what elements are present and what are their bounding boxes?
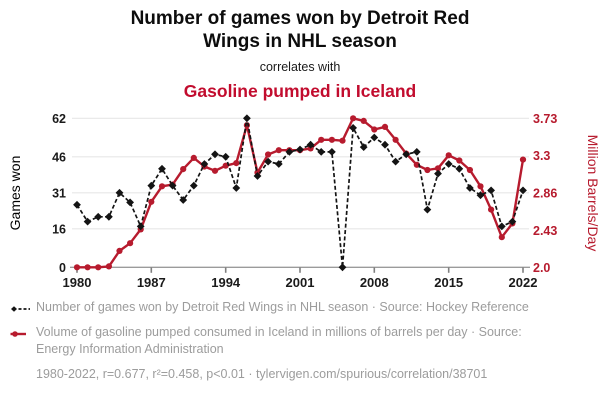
svg-text:2.43: 2.43	[533, 224, 557, 238]
red-solid-line-icon	[10, 327, 30, 337]
svg-text:0: 0	[59, 261, 66, 275]
svg-text:1994: 1994	[211, 275, 241, 290]
svg-text:3.3: 3.3	[533, 149, 550, 163]
legend-label-gasoline: Volume of gasoline pumped consumed in Ic…	[36, 325, 522, 356]
svg-text:46: 46	[52, 150, 66, 164]
svg-text:2001: 2001	[286, 275, 315, 290]
svg-text:Games won: Games won	[7, 156, 23, 231]
title-block: Number of games won by Detroit Red Wings…	[0, 7, 600, 102]
svg-text:3.73: 3.73	[533, 112, 557, 126]
svg-text:1980: 1980	[63, 275, 92, 290]
legend-item-games-won: Number of games won by Detroit Red Wings…	[10, 299, 570, 316]
svg-text:2.0: 2.0	[533, 261, 550, 275]
legend-item-gasoline: Volume of gasoline pumped consumed in Ic…	[10, 324, 570, 358]
svg-text:62: 62	[52, 112, 66, 126]
stats-footer: 1980-2022, r=0.677, r²=0.458, p<0.01 · t…	[36, 367, 488, 381]
legend: Number of games won by Detroit Red Wings…	[10, 299, 570, 383]
svg-text:2022: 2022	[509, 275, 538, 290]
svg-text:2015: 2015	[434, 275, 463, 290]
correlates-with-text: correlates with	[259, 60, 341, 74]
svg-text:2.86: 2.86	[533, 187, 557, 201]
svg-text:31: 31	[52, 186, 66, 200]
svg-text:16: 16	[52, 222, 66, 236]
svg-text:2008: 2008	[360, 275, 389, 290]
svg-text:1987: 1987	[137, 275, 166, 290]
legend-label-games-won: Number of games won by Detroit Red Wings…	[36, 300, 529, 314]
correlated-variable-title: Gasoline pumped in Iceland	[183, 81, 417, 101]
svg-text:Million Barrels/Day: Million Barrels/Day	[585, 135, 600, 252]
black-dashed-line-diamond-icon	[10, 302, 30, 312]
page-title: Number of games won by Detroit Red Wings…	[130, 8, 470, 52]
chart-canvas: 1980 1987 1994 2001 2008 2015 2022 0 16 31 46 62 2.0…	[7, 112, 600, 290]
